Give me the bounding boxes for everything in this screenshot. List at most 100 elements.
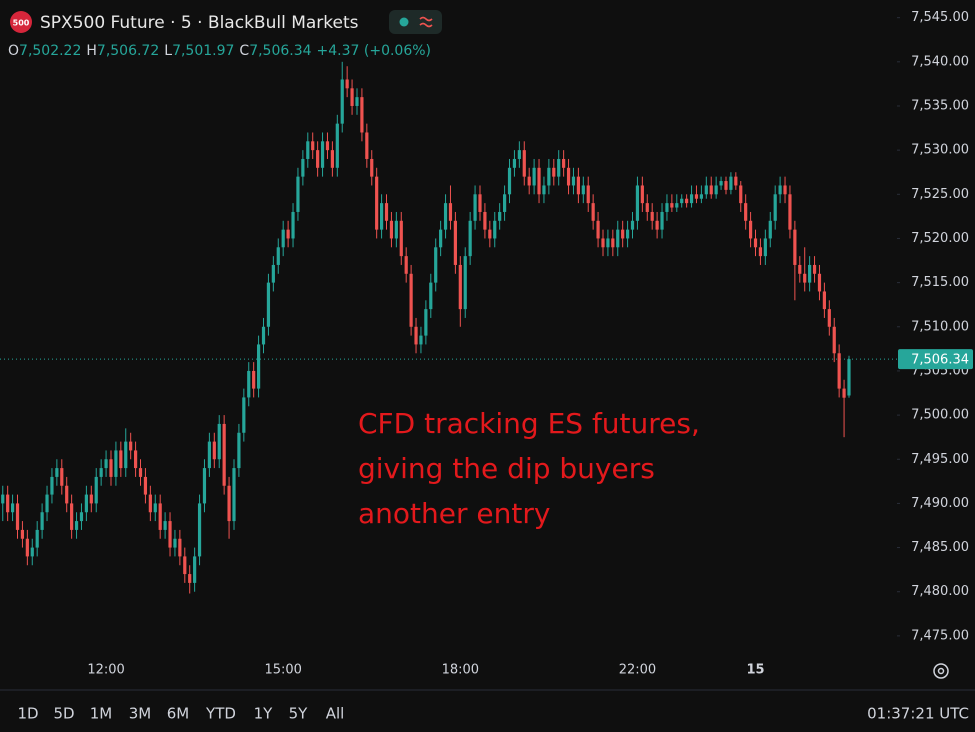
candle-body bbox=[817, 273, 822, 292]
candle-body bbox=[325, 141, 330, 151]
candle-body bbox=[532, 167, 536, 186]
range-button[interactable]: 5Y bbox=[289, 705, 309, 723]
candle-body bbox=[178, 538, 182, 557]
candle-body bbox=[562, 158, 566, 168]
y-tick-label: 7,490.00 bbox=[911, 496, 969, 511]
clock: 01:37:21 UTC bbox=[867, 705, 969, 723]
candle-body bbox=[842, 388, 846, 398]
candle-body bbox=[419, 335, 423, 345]
candle-body bbox=[291, 211, 295, 239]
range-button[interactable]: 1D bbox=[17, 705, 38, 723]
candle-body bbox=[601, 238, 605, 248]
range-button[interactable]: 6M bbox=[167, 705, 190, 723]
candle-body bbox=[1, 494, 5, 504]
candle-body bbox=[266, 282, 271, 327]
candle-body bbox=[168, 521, 172, 548]
y-tick-label: 7,515.00 bbox=[911, 275, 969, 290]
candle-body bbox=[768, 220, 772, 239]
candle-body bbox=[94, 476, 98, 504]
candle-body bbox=[306, 141, 310, 159]
y-tick-label: 7,485.00 bbox=[911, 540, 969, 555]
candle-body bbox=[316, 150, 320, 168]
legend-change: +4.37 (+0.06%) bbox=[317, 43, 431, 59]
candle-body bbox=[507, 167, 512, 195]
candle-body bbox=[247, 370, 251, 398]
range-button[interactable]: 5D bbox=[53, 705, 74, 723]
candle-body bbox=[384, 203, 389, 221]
x-tick-label: 22:00 bbox=[619, 663, 656, 678]
candle-body bbox=[552, 167, 556, 177]
candle-body bbox=[212, 441, 216, 460]
candle-body bbox=[345, 79, 349, 89]
candle-body bbox=[70, 503, 74, 530]
candle-body bbox=[557, 158, 561, 177]
candle-body bbox=[788, 194, 792, 230]
y-tick-label: 7,520.00 bbox=[911, 231, 969, 246]
candle-body bbox=[714, 185, 718, 195]
candle-body bbox=[188, 574, 192, 583]
status-pill[interactable] bbox=[389, 10, 442, 34]
candle-body bbox=[355, 97, 359, 106]
candle-body bbox=[448, 203, 453, 221]
candle-body bbox=[109, 459, 113, 477]
candle-body bbox=[581, 185, 585, 195]
candle-body bbox=[350, 88, 354, 106]
badge-text: 500 bbox=[13, 19, 30, 28]
ohlc-legend: O7,502.22 H7,506.72 L7,501.97 C7,506.34 +4.3… bbox=[8, 43, 431, 59]
candle-body bbox=[207, 441, 211, 469]
x-tick-label: 18:00 bbox=[442, 663, 479, 678]
candle-body bbox=[655, 220, 659, 230]
candle-body bbox=[537, 167, 541, 195]
legend-key: H bbox=[86, 43, 97, 59]
candle-body bbox=[443, 203, 448, 230]
candle-body bbox=[606, 238, 610, 248]
candle-body bbox=[704, 185, 708, 195]
candle-body bbox=[330, 150, 334, 168]
range-button[interactable]: All bbox=[326, 705, 345, 723]
candle-body bbox=[847, 359, 851, 396]
candle-body bbox=[744, 203, 748, 221]
legend-value: 7,506.72 bbox=[97, 43, 159, 59]
x-tick-label: 15 bbox=[746, 663, 764, 678]
candle-body bbox=[65, 485, 69, 504]
range-button[interactable]: 3M bbox=[129, 705, 152, 723]
candle-body bbox=[335, 123, 339, 168]
candle-body bbox=[689, 194, 694, 204]
market-open-dot bbox=[399, 17, 409, 27]
candle-body bbox=[60, 468, 64, 486]
candle-body bbox=[645, 203, 649, 212]
candle-body bbox=[50, 476, 54, 495]
candle-body bbox=[694, 194, 699, 199]
y-tick-label: 7,540.00 bbox=[911, 54, 969, 69]
candle-body bbox=[286, 229, 290, 239]
range-button[interactable]: 1Y bbox=[254, 705, 274, 723]
candle-body bbox=[35, 529, 39, 548]
settings-icon[interactable] bbox=[933, 663, 949, 679]
candle-body bbox=[375, 176, 379, 230]
candle-body bbox=[493, 220, 497, 239]
range-button[interactable]: YTD bbox=[205, 705, 236, 723]
candle-body bbox=[6, 494, 10, 513]
candle-body bbox=[616, 229, 620, 248]
candle-body bbox=[99, 468, 103, 477]
candle-body bbox=[320, 141, 325, 168]
candle-body bbox=[74, 521, 79, 530]
annotation: CFD tracking ES futures, bbox=[358, 407, 700, 440]
candle-body bbox=[158, 503, 162, 530]
legend-key: O bbox=[8, 43, 19, 59]
candle-body bbox=[773, 194, 777, 221]
candle-body bbox=[591, 203, 595, 221]
legend-key: C bbox=[239, 43, 249, 59]
candle-body bbox=[227, 485, 231, 522]
candle-body bbox=[217, 423, 221, 460]
candle-body bbox=[40, 512, 44, 530]
candle-body bbox=[566, 167, 571, 186]
range-button[interactable]: 1M bbox=[90, 705, 113, 723]
candle-body bbox=[104, 459, 108, 469]
candle-body bbox=[748, 220, 753, 239]
candle-body bbox=[611, 238, 615, 248]
candle-body bbox=[222, 423, 226, 486]
candle-body bbox=[15, 503, 20, 530]
candle-body bbox=[389, 220, 394, 239]
